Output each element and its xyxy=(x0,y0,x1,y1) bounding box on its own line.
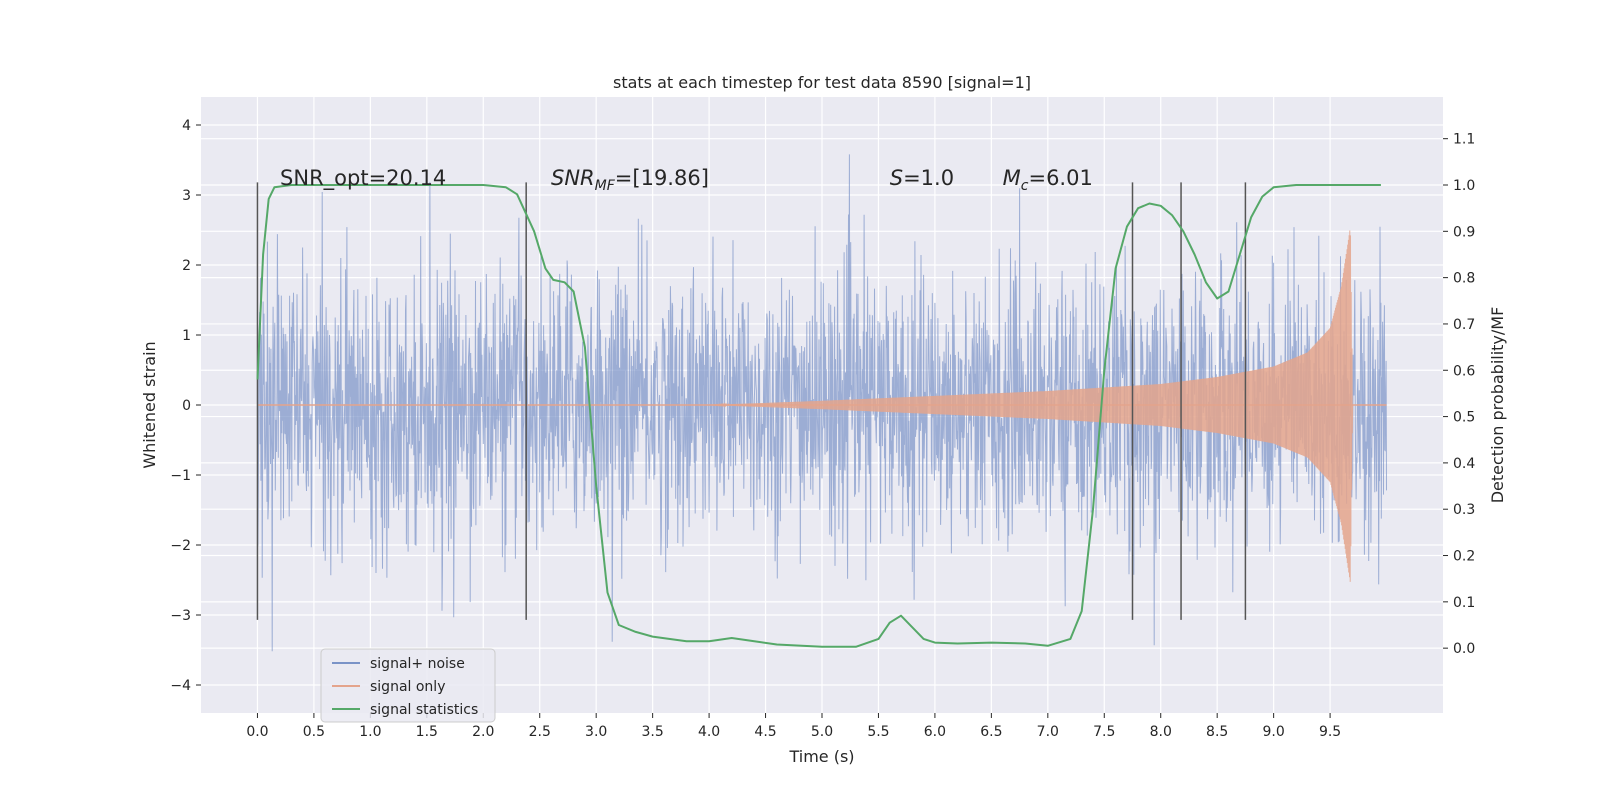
y2-axis-ticks: 0.0 0.1 0.2 0.3 0.4 0.5 0.6 0.7 0.8 0.9 1.0 1.1 xyxy=(1443,132,1475,657)
y2-tick-label: 1.0 xyxy=(1453,178,1475,194)
x-tick-label: 6.5 xyxy=(980,724,1002,740)
y-tick-label: 2 xyxy=(182,258,191,274)
legend-label-signal-plus-noise: signal+ noise xyxy=(370,656,465,672)
y2-tick-label: 0.6 xyxy=(1453,363,1475,379)
x-tick-label: 2.5 xyxy=(529,724,551,740)
annotation-snr-opt: SNR_opt=20.14 xyxy=(280,166,446,191)
y-tick-label: −2 xyxy=(170,538,191,554)
x-tick-label: 2.0 xyxy=(472,724,494,740)
x-axis-ticks: 0.0 0.5 1.0 1.5 2.0 2.5 3.0 3.5 4.0 4.5 5.0 5.5 6.0 6… xyxy=(246,713,1341,740)
y2-tick-label: 0.3 xyxy=(1453,502,1475,518)
annotations: SNR_opt=20.14 SNRMF=[19.86] S=1.0 Mc=6.01 xyxy=(280,166,1093,194)
y2-tick-label: 0.8 xyxy=(1453,271,1475,287)
y-tick-label: −4 xyxy=(170,678,191,694)
x-tick-label: 9.0 xyxy=(1263,724,1285,740)
x-tick-label: 4.0 xyxy=(698,724,720,740)
x-axis-label: Time (s) xyxy=(788,747,854,766)
y-axis-label: Whitened strain xyxy=(140,341,159,468)
legend: signal+ noise signal only signal statist… xyxy=(320,648,496,723)
annotation-mc-value: Mc=6.01 xyxy=(1003,166,1093,194)
x-tick-label: 3.0 xyxy=(585,724,607,740)
x-tick-label: 5.0 xyxy=(811,724,833,740)
legend-box xyxy=(320,648,496,723)
y-tick-label: −1 xyxy=(170,468,191,484)
vertical-lines xyxy=(256,182,1247,620)
annotation-s-value: S=1.0 xyxy=(890,166,954,190)
x-tick-label: 0.5 xyxy=(303,724,325,740)
x-tick-label: 1.5 xyxy=(416,724,438,740)
y-tick-label: 4 xyxy=(182,118,191,134)
y-axis-ticks: −4 −3 −2 −1 0 1 2 3 4 xyxy=(170,118,201,694)
legend-label-signal-statistics: signal statistics xyxy=(370,702,478,718)
x-tick-label: 3.5 xyxy=(642,724,664,740)
y2-tick-label: 0.4 xyxy=(1453,456,1475,472)
x-tick-label: 8.5 xyxy=(1206,724,1228,740)
annotation-snr-mf: SNRMF=[19.86] xyxy=(551,166,709,194)
x-tick-label: 7.5 xyxy=(1093,724,1115,740)
x-tick-label: 0.0 xyxy=(246,724,268,740)
x-tick-label: 6.0 xyxy=(924,724,946,740)
y2-tick-label: 0.0 xyxy=(1453,641,1475,657)
y2-tick-label: 1.1 xyxy=(1453,132,1475,148)
x-tick-label: 9.5 xyxy=(1319,724,1341,740)
x-tick-label: 8.0 xyxy=(1150,724,1172,740)
y-tick-label: 0 xyxy=(182,398,191,414)
y2-tick-label: 0.7 xyxy=(1453,317,1475,333)
y-tick-label: −3 xyxy=(170,608,191,624)
y-tick-label: 1 xyxy=(182,328,191,344)
y2-tick-label: 0.9 xyxy=(1453,224,1475,240)
y2-tick-label: 0.5 xyxy=(1453,410,1475,426)
y-tick-label: 3 xyxy=(182,188,191,204)
y2-tick-label: 0.1 xyxy=(1453,595,1475,611)
y2-axis-label: Detection probability/MF xyxy=(1488,307,1507,504)
x-tick-label: 5.5 xyxy=(867,724,889,740)
x-tick-label: 1.0 xyxy=(359,724,381,740)
chart-title: stats at each timestep for test data 859… xyxy=(613,73,1031,92)
x-tick-label: 7.0 xyxy=(1037,724,1059,740)
y2-tick-label: 0.2 xyxy=(1453,549,1475,565)
plot-area xyxy=(256,154,1387,652)
x-tick-label: 4.5 xyxy=(754,724,776,740)
legend-label-signal-only: signal only xyxy=(370,679,445,695)
series-signal-statistics xyxy=(256,184,1381,648)
signal-statistics-line xyxy=(256,184,1381,648)
